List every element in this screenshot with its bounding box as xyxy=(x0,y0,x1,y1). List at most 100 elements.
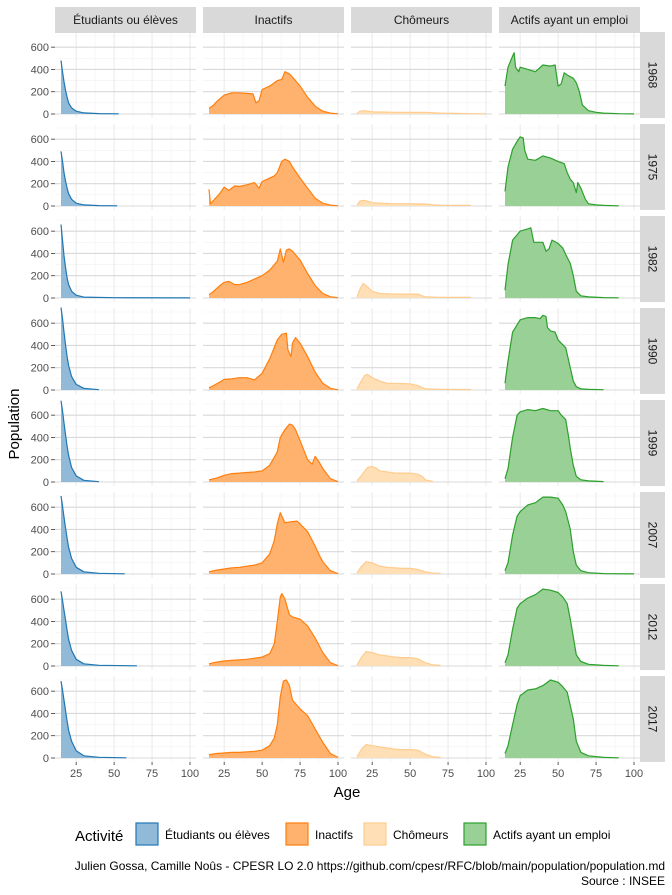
panel-inactifs-1999 xyxy=(203,400,344,486)
panel-chomeurs-1982 xyxy=(351,216,492,302)
y-tick-label: 400 xyxy=(31,524,49,536)
y-tick-label: 600 xyxy=(31,42,49,54)
y-tick-label: 0 xyxy=(43,293,49,305)
panel-actifs-ayant-un-emploi-1968 xyxy=(499,32,640,118)
legend-entry-etudiants-ou-eleves: Étudiants ou élèves xyxy=(135,822,270,846)
y-tick-label: 600 xyxy=(31,686,49,698)
strip-background xyxy=(203,7,344,33)
panel-inactifs-1975 xyxy=(203,124,344,210)
legend-key xyxy=(135,822,159,846)
y-tick-label: 400 xyxy=(31,432,49,444)
x-tick-label: 100 xyxy=(329,768,347,780)
x-axis-title: Age xyxy=(334,784,361,801)
area-actifs-ayant-un-emploi-1968 xyxy=(505,52,634,114)
line-etudiants-ou-eleves-2017 xyxy=(60,681,127,759)
line-etudiants-ou-eleves-1999 xyxy=(60,400,99,483)
x-tick-label: 75 xyxy=(590,768,602,780)
line-actifs-ayant-un-emploi-2017 xyxy=(504,679,619,759)
y-axis-title: Population xyxy=(6,389,23,460)
y-tick-label: 400 xyxy=(31,340,49,352)
panel-etudiants-ou-eleves-1999 xyxy=(55,400,196,486)
x-tick-label: 50 xyxy=(108,768,120,780)
line-etudiants-ou-eleves-1982 xyxy=(60,224,191,299)
strip-label: 1975 xyxy=(646,154,660,181)
panel-etudiants-ou-eleves-2007 xyxy=(55,492,196,578)
area-chomeurs-2012 xyxy=(357,651,441,666)
line-chomeurs-1975 xyxy=(356,199,471,206)
panel-actifs-ayant-un-emploi-2012 xyxy=(499,584,640,670)
area-inactifs-2017 xyxy=(209,680,338,758)
area-actifs-ayant-un-emploi-2007 xyxy=(505,497,634,574)
line-etudiants-ou-eleves-1968 xyxy=(60,60,119,115)
strip-label: Inactifs xyxy=(254,13,292,27)
legend-entry-inactifs: Inactifs xyxy=(285,822,353,846)
area-etudiants-ou-eleves-1975 xyxy=(61,151,118,206)
strip-year-1990: 1990 xyxy=(640,308,665,394)
line-actifs-ayant-un-emploi-1982 xyxy=(504,227,619,299)
caption-credits: Julien Gossa, Camille Noûs - CPESR LO 2.… xyxy=(75,859,665,873)
y-tick-label: 600 xyxy=(31,134,49,146)
area-chomeurs-1975 xyxy=(357,200,471,206)
x-tick-label: 100 xyxy=(181,768,199,780)
strip-year-1999: 1999 xyxy=(640,400,665,486)
panel-chomeurs-2017 xyxy=(351,676,492,762)
strip-label: Étudiants ou élèves xyxy=(73,12,178,27)
strip-background xyxy=(640,216,665,302)
strip-label: 1968 xyxy=(646,62,660,89)
panel-chomeurs-2012 xyxy=(351,584,492,670)
y-tick-label: 400 xyxy=(31,248,49,260)
area-chomeurs-1982 xyxy=(357,283,471,298)
panel-etudiants-ou-eleves-1990 xyxy=(55,307,196,394)
line-chomeurs-1968 xyxy=(356,110,487,115)
strip-background xyxy=(640,32,665,118)
area-etudiants-ou-eleves-2012 xyxy=(61,591,137,666)
x-axis: 25 50 75 100 25 50 75 100 25 50 75 100 25 50 75 100 xyxy=(70,762,643,780)
strip-background xyxy=(499,7,640,33)
area-actifs-ayant-un-emploi-1990 xyxy=(505,315,604,390)
y-tick-label: 0 xyxy=(43,569,49,581)
y-tick-label: 200 xyxy=(31,639,49,651)
area-etudiants-ou-eleves-1968 xyxy=(61,60,119,114)
y-tick-label: 400 xyxy=(31,616,49,628)
strip-label: 2012 xyxy=(646,614,660,641)
x-tick-label: 75 xyxy=(442,768,454,780)
y-tick-label: 600 xyxy=(31,226,49,238)
legend-label: Inactifs xyxy=(315,828,353,842)
line-inactifs-2012 xyxy=(208,593,339,667)
line-etudiants-ou-eleves-1990 xyxy=(60,307,99,391)
line-actifs-ayant-un-emploi-1975 xyxy=(504,136,619,207)
line-inactifs-2007 xyxy=(208,512,339,575)
panel-actifs-ayant-un-emploi-1982 xyxy=(499,216,640,302)
y-tick-label: 400 xyxy=(31,64,49,76)
strip-label: 2017 xyxy=(646,706,660,733)
x-tick-label: 25 xyxy=(366,768,378,780)
line-inactifs-1990 xyxy=(208,332,339,391)
strip-year-2012: 2012 xyxy=(640,584,665,670)
y-axis: 0 200 400 600 0 200 400 600 0 200 400 600 0 200 400 600… xyxy=(31,42,55,765)
strip-year-1968: 1968 xyxy=(640,32,665,118)
strip-background xyxy=(640,492,665,578)
line-chomeurs-1999 xyxy=(356,465,434,482)
panel-inactifs-1982 xyxy=(203,216,344,302)
y-tick-label: 0 xyxy=(43,477,49,489)
strip-label: Chômeurs xyxy=(394,13,449,27)
strip-etudiants-ou-eleves: Étudiants ou élèves xyxy=(55,7,196,33)
strip-year-2017: 2017 xyxy=(640,676,665,762)
y-tick-label: 600 xyxy=(31,410,49,422)
area-etudiants-ou-eleves-2007 xyxy=(61,496,125,574)
strip-label: 1990 xyxy=(646,338,660,365)
panel-chomeurs-1999 xyxy=(351,400,492,486)
strip-label: 1999 xyxy=(646,430,660,457)
panel-inactifs-1990 xyxy=(203,308,344,394)
panel-chomeurs-1968 xyxy=(351,32,492,118)
panel-inactifs-2007 xyxy=(203,492,344,578)
legend-entry-actifs-ayant-un-emploi: Actifs ayant un emploi xyxy=(463,822,610,846)
y-tick-label: 200 xyxy=(31,731,49,743)
panel-etudiants-ou-eleves-2012 xyxy=(55,584,196,670)
x-tick-label: 50 xyxy=(552,768,564,780)
panel-chomeurs-2007 xyxy=(351,492,492,578)
strip-label: 1982 xyxy=(646,246,660,273)
x-tick-label: 75 xyxy=(146,768,158,780)
y-tick-label: 200 xyxy=(31,271,49,283)
